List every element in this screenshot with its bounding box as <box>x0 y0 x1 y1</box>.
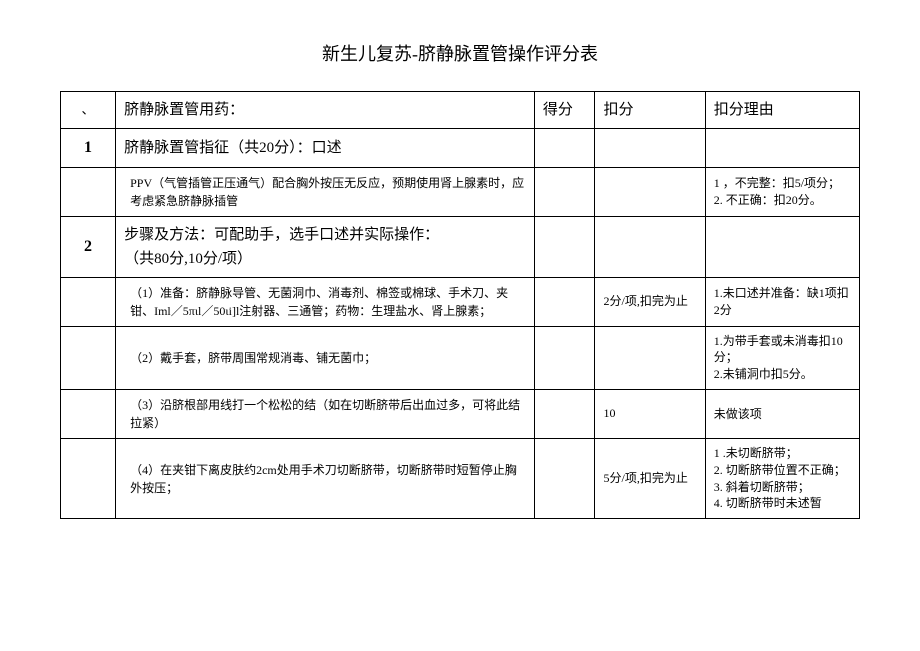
cell-deduct: 5分/项,扣完为止 <box>595 438 705 518</box>
table-body: 、脐静脉置管用药：得分扣分扣分理由 1脐静脉置管指征（共20分）：口述PPV（气管… <box>61 92 860 519</box>
cell-reason: 未做该项 <box>705 389 859 438</box>
cell-idx <box>61 277 116 326</box>
cell-score <box>534 389 595 438</box>
cell-content: （3）沿脐根部用线打一个松松的结（如在切断脐带后出血过多，可将此结拉紧） <box>116 389 535 438</box>
cell-deduct: 2分/项,扣完为止 <box>595 277 705 326</box>
score-table: 、脐静脉置管用药：得分扣分扣分理由 1脐静脉置管指征（共20分）：口述PPV（气管… <box>60 91 860 519</box>
cell-score <box>534 167 595 216</box>
header-score: 得分 <box>534 92 595 129</box>
cell-reason <box>705 216 859 277</box>
cell-score <box>534 129 595 168</box>
cell-idx: 2 <box>61 216 116 277</box>
cell-score <box>534 216 595 277</box>
header-idx: 、 <box>61 92 116 129</box>
cell-reason: 1.为带手套或未消毒扣10分；2.未铺洞巾扣5分。 <box>705 326 859 389</box>
cell-reason: 1.未口述并准备：缺1项扣2分 <box>705 277 859 326</box>
cell-idx: 1 <box>61 129 116 168</box>
cell-score <box>534 326 595 389</box>
cell-content: （1）准备：脐静脉导管、无菌洞巾、消毒剂、棉签或棉球、手术刀、夹钳、Iml／5π… <box>116 277 535 326</box>
cell-content: （4）在夹钳下离皮肤约2cm处用手术刀切断脐带，切断脐带时短暂停止胸外按压； <box>116 438 535 518</box>
cell-deduct <box>595 326 705 389</box>
cell-deduct <box>595 129 705 168</box>
cell-reason: 1 ，不完整：扣5/项分；2. 不正确：扣20分。 <box>705 167 859 216</box>
cell-idx <box>61 326 116 389</box>
cell-content: 脐静脉置管指征（共20分）：口述 <box>116 129 535 168</box>
cell-idx <box>61 167 116 216</box>
cell-deduct <box>595 216 705 277</box>
cell-idx <box>61 389 116 438</box>
cell-deduct <box>595 167 705 216</box>
cell-idx <box>61 438 116 518</box>
header-deduct: 扣分 <box>595 92 705 129</box>
cell-content: PPV（气管插管正压通气）配合胸外按压无反应，预期使用肾上腺素时，应考虑紧急脐静… <box>116 167 535 216</box>
cell-score <box>534 277 595 326</box>
cell-content: （2）戴手套，脐带周围常规消毒、铺无菌巾； <box>116 326 535 389</box>
header-reason: 扣分理由 <box>705 92 859 129</box>
cell-content: 步骤及方法：可配助手，选手口述并实际操作：（共80分,10分/项） <box>116 216 535 277</box>
header-content: 脐静脉置管用药： <box>116 92 535 129</box>
cell-reason <box>705 129 859 168</box>
cell-score <box>534 438 595 518</box>
page-title: 新生儿复苏-脐静脉置管操作评分表 <box>60 40 860 66</box>
cell-deduct: 10 <box>595 389 705 438</box>
cell-reason: 1 .未切断脐带；2. 切断脐带位置不正确；3. 斜着切断脐带；4. 切断脐带时… <box>705 438 859 518</box>
